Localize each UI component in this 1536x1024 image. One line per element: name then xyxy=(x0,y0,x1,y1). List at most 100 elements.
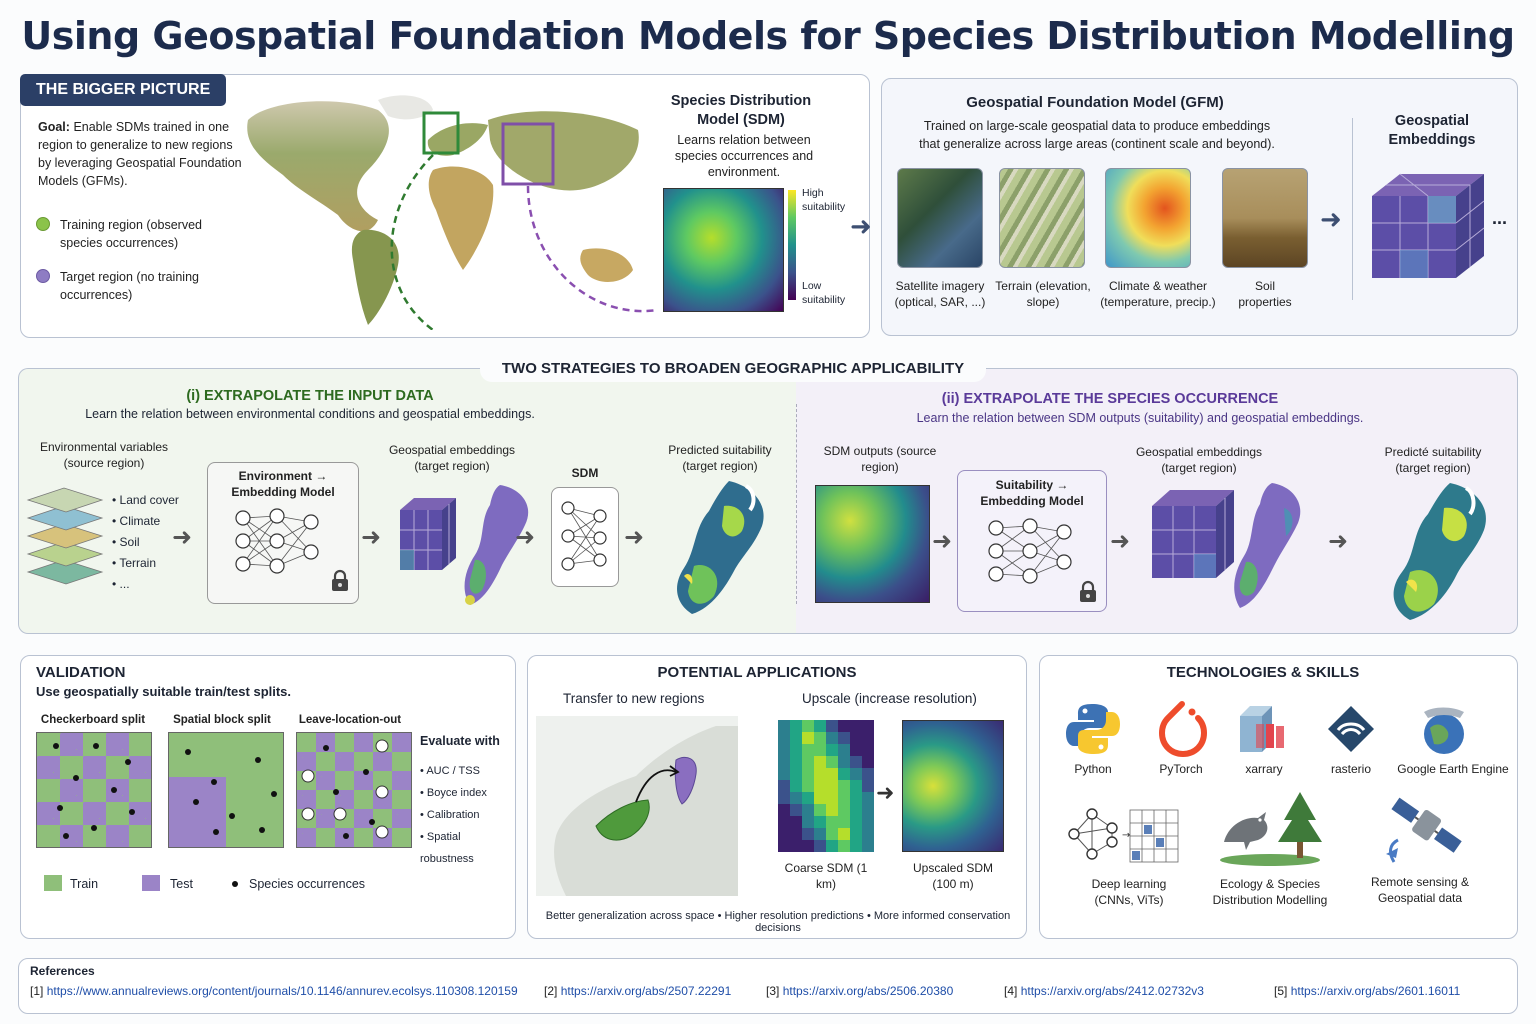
satellite-label: Satellite imagery (optical, SAR, ...) xyxy=(894,279,986,309)
arrow-embeddings-to-prediction-s2: ➜ xyxy=(1328,528,1349,555)
strategy-divider xyxy=(796,404,797,604)
coarse-sdm-cell xyxy=(790,780,802,792)
coarse-sdm-cell xyxy=(778,816,790,828)
coarse-sdm-cell xyxy=(838,840,850,852)
target-region-dot xyxy=(36,269,50,283)
train-swatch xyxy=(44,875,62,891)
evaluate-with-label: Evaluate with xyxy=(420,734,500,748)
env-item-soil: • Soil xyxy=(112,535,140,549)
coarse-sdm-cell xyxy=(802,780,814,792)
upscaled-sdm-map xyxy=(902,720,1004,852)
target-region-label: Target region (no training occurrences) xyxy=(60,270,199,302)
coarse-sdm-cell xyxy=(802,828,814,840)
coarse-sdm-cell xyxy=(862,744,874,756)
pytorch-icon xyxy=(1159,701,1207,757)
arrow-model-to-embeddings: ➜ xyxy=(361,524,382,551)
reference-3[interactable]: [3] https://arxiv.org/abs/2506.20380 xyxy=(766,984,954,998)
coarse-sdm-cell xyxy=(838,792,850,804)
env-layer-stack xyxy=(26,487,104,585)
embeddings-label: Geospatial Embeddings xyxy=(1388,113,1476,148)
satellite-icon xyxy=(1386,797,1462,863)
test-legend-label: Test xyxy=(170,877,193,891)
python-icon xyxy=(1066,704,1120,754)
arrow-embeddings-to-sdm: ➜ xyxy=(515,524,536,551)
test-swatch xyxy=(142,875,160,891)
metric-auc: • AUC / TSS xyxy=(420,765,480,777)
coarse-sdm-cell xyxy=(802,732,814,744)
sdm-outputs-map xyxy=(815,485,930,603)
coarse-sdm-cell xyxy=(862,732,874,744)
arrow-to-embeddings: ➜ xyxy=(1320,204,1342,234)
coarse-sdm-cell xyxy=(778,828,790,840)
coarse-sdm-cell xyxy=(850,780,862,792)
s2-embeddings-label: Geospatial embeddings (target region) xyxy=(1135,445,1263,475)
reference-2[interactable]: [2] https://arxiv.org/abs/2507.22291 xyxy=(544,984,732,998)
goal-label: Goal: xyxy=(38,120,70,134)
spatial-block-label: Spatial block split xyxy=(173,714,271,726)
xarray-icon xyxy=(1240,706,1284,752)
arrow-sdm-to-prediction: ➜ xyxy=(624,524,645,551)
coarse-sdm-cell xyxy=(838,828,850,840)
coarse-sdm-cell xyxy=(850,732,862,744)
coarse-sdm-cell xyxy=(814,792,826,804)
goal-body: Enable SDMs trained in one region to gen… xyxy=(38,120,242,188)
coarse-sdm-cell xyxy=(802,792,814,804)
coarse-sdm-cell xyxy=(778,756,790,768)
strategy-1-panel xyxy=(18,368,798,634)
coarse-sdm-cell xyxy=(814,816,826,828)
reference-4[interactable]: [4] https://arxiv.org/abs/2412.02732v3 xyxy=(1004,984,1204,998)
coarse-sdm-cell xyxy=(814,756,826,768)
coarse-sdm-cell xyxy=(862,768,874,780)
metric-calibration: • Calibration xyxy=(420,809,480,821)
soil-thumb xyxy=(1222,168,1308,268)
s2-predicted-label: Predicté suitability (target region) xyxy=(1384,445,1482,475)
coarse-sdm-cell xyxy=(850,840,862,852)
coarse-sdm-cell xyxy=(862,720,874,732)
coarse-sdm-cell xyxy=(778,732,790,744)
coarse-sdm-cell xyxy=(838,768,850,780)
occurrence-legend-label: Species occurrences xyxy=(249,877,366,891)
google-earth-engine-icon xyxy=(1424,707,1464,754)
bird-tree-icon xyxy=(1220,792,1322,866)
coarse-sdm-cell xyxy=(862,828,874,840)
neural-net-icon-3 xyxy=(988,518,1072,584)
coarse-sdm-cell xyxy=(850,804,862,816)
world-map xyxy=(247,95,658,330)
coarse-sdm-cell xyxy=(814,840,826,852)
coarse-sdm-cell xyxy=(814,804,826,816)
applications-title: POTENTIAL APPLICATIONS xyxy=(657,664,857,681)
sdm-title: Species Distribution Model (SDM) xyxy=(670,93,812,128)
coarse-sdm-cell xyxy=(862,804,874,816)
coarse-sdm-cell xyxy=(862,756,874,768)
arrow-coarse-to-upscaled: ➜ xyxy=(876,780,895,805)
target-region-map-s1 xyxy=(464,485,529,605)
gfm-title: Geospatial Foundation Model (GFM) xyxy=(966,94,1224,111)
svg-text:→: → xyxy=(1122,830,1130,841)
env-items-list: • Land cover • Climate • Soil • Terrain … xyxy=(112,490,182,595)
pytorch-label: PyTorch xyxy=(1159,762,1203,776)
coarse-sdm-cell xyxy=(838,744,850,756)
coarse-sdm-cell xyxy=(790,768,802,780)
coarse-sdm-cell xyxy=(850,744,862,756)
coarse-sdm-cell xyxy=(826,780,838,792)
coarse-sdm-cell xyxy=(826,792,838,804)
coarse-sdm-cell xyxy=(838,816,850,828)
reference-5[interactable]: [5] https://arxiv.org/abs/2601.16011 xyxy=(1274,984,1461,998)
rasterio-icon xyxy=(1328,706,1374,752)
reference-1[interactable]: [1] https://www.annualreviews.org/conten… xyxy=(30,984,518,998)
coarse-sdm-cell xyxy=(802,816,814,828)
coarse-sdm-cell xyxy=(790,840,802,852)
arrow-model2-to-embeddings: ➜ xyxy=(1110,528,1131,555)
coarse-sdm-cell xyxy=(826,732,838,744)
coarse-sdm-cell xyxy=(826,816,838,828)
satellite-thumb xyxy=(897,168,983,268)
coarse-sdm-cell xyxy=(790,816,802,828)
coarse-sdm-cell xyxy=(814,720,826,732)
gee-label: Google Earth Engine xyxy=(1397,762,1509,776)
coarse-sdm-cell xyxy=(850,828,862,840)
climate-thumb xyxy=(1105,168,1191,268)
coarse-sdm-cell xyxy=(850,792,862,804)
coarse-sdm-cell xyxy=(790,720,802,732)
sdm-desc: Learns relation between species occurren… xyxy=(674,133,814,179)
predicted-map-s2 xyxy=(1393,483,1486,620)
